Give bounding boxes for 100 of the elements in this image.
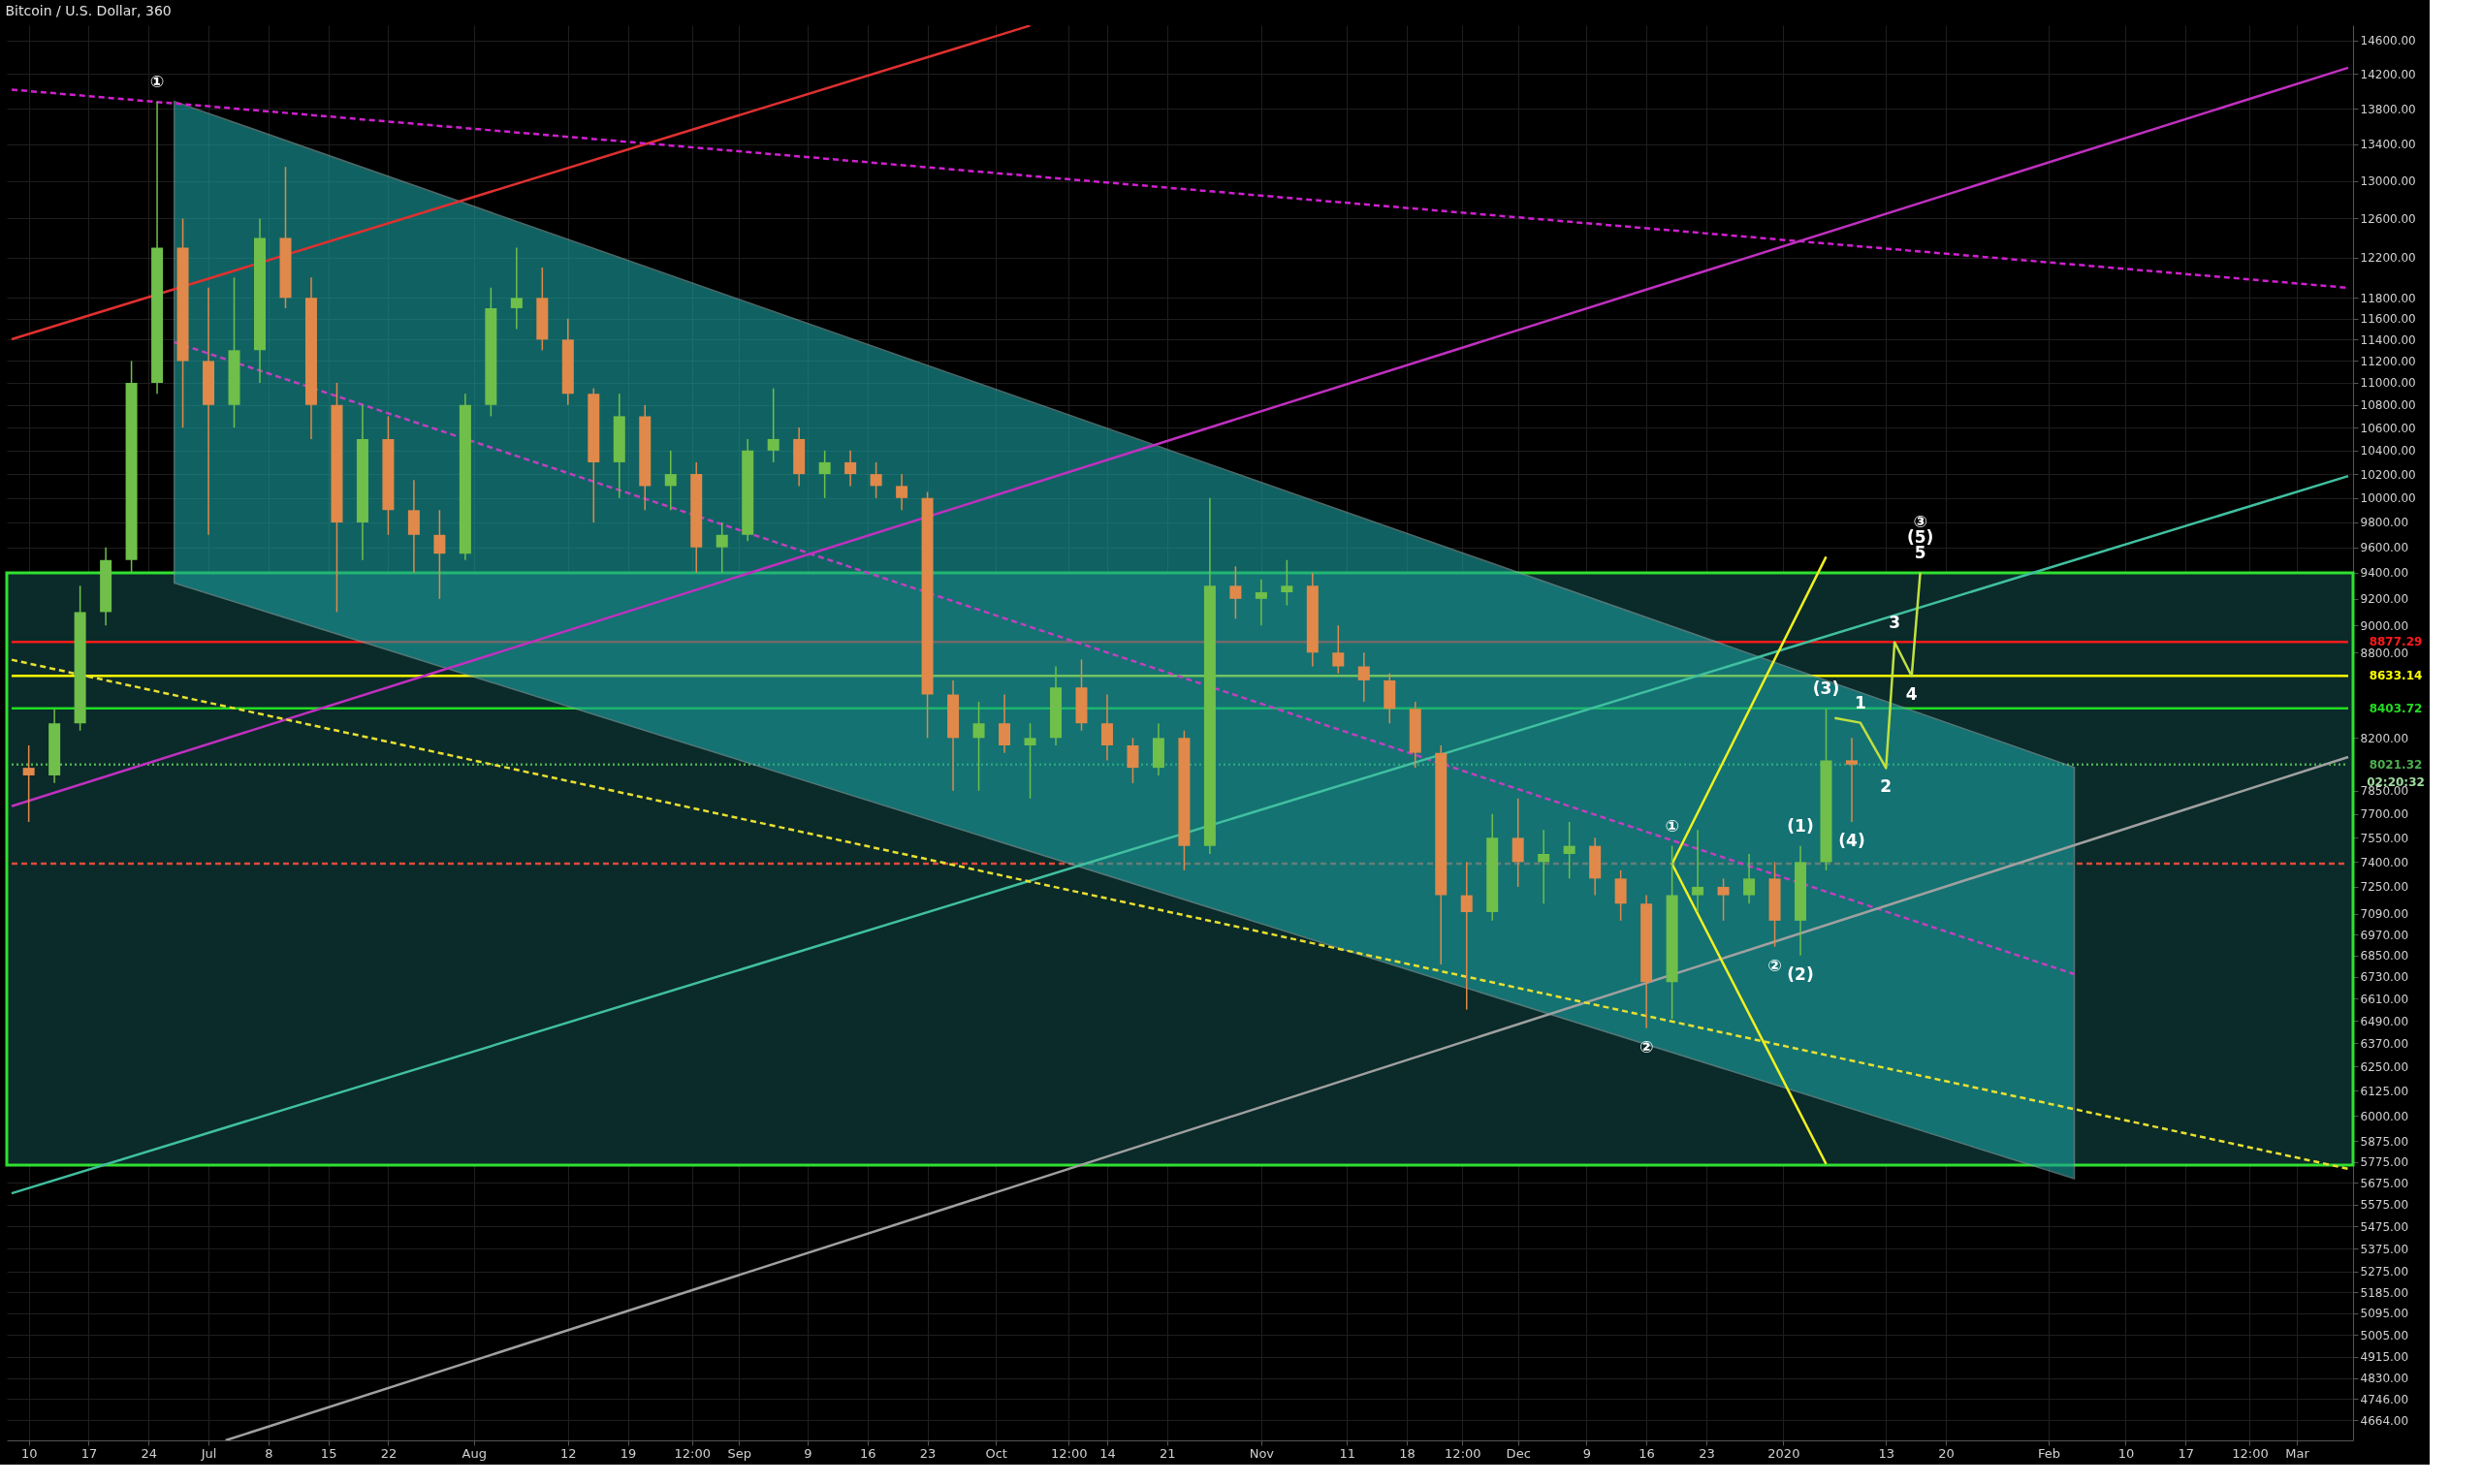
candlestick (972, 701, 985, 792)
x-tick-label: 16 (1639, 1445, 1655, 1461)
candlestick (1229, 565, 1242, 620)
x-tick-label: 17 (2178, 1445, 2195, 1461)
candlestick (1717, 877, 1730, 922)
x-tick-label: Jul (200, 1445, 217, 1461)
y-tick-label: 10000.00 (2360, 491, 2416, 506)
candlestick (664, 450, 677, 512)
candlestick (844, 450, 857, 488)
y-tick-label: 5375.00 (2360, 1242, 2409, 1256)
x-tick-label: 11 (1339, 1445, 1355, 1461)
y-tick-label: 9800.00 (2360, 516, 2409, 530)
candlestick (1281, 559, 1293, 607)
candlestick (1692, 829, 1704, 913)
y-tick-label: 14200.00 (2360, 67, 2416, 81)
y-tick-label: 5275.00 (2360, 1265, 2409, 1279)
y-tick-label: 6490.00 (2360, 1014, 2409, 1028)
y-tick-label: 5675.00 (2360, 1176, 2409, 1190)
y-tick-label: 4664.00 (2360, 1413, 2409, 1428)
candlestick (767, 387, 780, 463)
x-tick-label: 15 (320, 1445, 337, 1461)
y-tick-label: 8200.00 (2360, 731, 2409, 745)
x-tick-label: 12:00 (674, 1445, 712, 1461)
annotation: 1 (1854, 692, 1866, 712)
x-tick-label: 10 (2117, 1445, 2135, 1461)
y-tick-label: 6125.00 (2360, 1084, 2409, 1098)
candlestick (999, 693, 1011, 754)
annotation: 4 (1905, 684, 1918, 705)
x-tick-label: 8 (265, 1445, 273, 1461)
y-tick-label: 5475.00 (2360, 1219, 2409, 1234)
candlestick (1255, 578, 1267, 626)
annotation: ② (1767, 955, 1782, 975)
y-tick-label: 4915.00 (2360, 1350, 2409, 1365)
y-tick-label: 14600.00 (2360, 34, 2416, 48)
x-tick-label: 12:00 (1445, 1445, 1481, 1461)
y-tick-label: 5095.00 (2360, 1307, 2409, 1321)
y-tick-label: 10800.00 (2360, 398, 2416, 413)
x-tick-label: Sep (727, 1445, 752, 1461)
y-tick-label: 9400.00 (2360, 566, 2409, 581)
y-tick-label: 6610.00 (2360, 992, 2409, 1006)
ref-line-label: 8021.32 (2369, 757, 2423, 772)
x-tick-label: 9 (804, 1445, 812, 1461)
x-tick-label: 20 (1938, 1445, 1955, 1461)
annotation: (1) (1787, 815, 1814, 836)
x-tick-label: 16 (860, 1445, 876, 1461)
x-tick-label: 13 (1878, 1445, 1895, 1461)
x-tick-label: 9 (1582, 1445, 1591, 1461)
x-tick-label: 18 (1399, 1445, 1416, 1461)
y-tick-label: 7090.00 (2360, 907, 2409, 922)
y-tick-label: 6000.00 (2360, 1109, 2409, 1123)
y-tick-label: 5775.00 (2360, 1155, 2409, 1170)
y-tick-label: 10200.00 (2360, 467, 2416, 482)
y-tick-label: 10600.00 (2360, 421, 2416, 435)
candlestick (870, 461, 882, 499)
annotation: (4) (1838, 830, 1865, 850)
x-tick-label: Feb (2038, 1445, 2061, 1461)
candlestick (1743, 853, 1756, 905)
y-tick-label: 6850.00 (2360, 949, 2409, 963)
annotation: 2 (1880, 776, 1893, 797)
y-tick-label: 6250.00 (2360, 1059, 2409, 1074)
y-tick-label: 11400.00 (2360, 332, 2416, 347)
candlestick (1332, 624, 1345, 675)
x-tick-label: 14 (1099, 1445, 1116, 1461)
y-tick-label: 7400.00 (2360, 855, 2409, 869)
annotation: ① (149, 71, 165, 91)
chart-title: Bitcoin / U.S. Dollar, 360 (5, 3, 172, 19)
y-tick-label: 9200.00 (2360, 592, 2409, 607)
x-tick-label: 23 (1699, 1445, 1715, 1461)
y-tick-label: 11600.00 (2360, 312, 2416, 327)
y-tick-label: 4746.00 (2360, 1392, 2409, 1406)
x-tick-label: 19 (620, 1445, 637, 1461)
y-tick-label: 9600.00 (2360, 541, 2409, 555)
annotation: (3) (1812, 679, 1840, 699)
candlestick (1845, 737, 1858, 823)
x-tick-label: 12:00 (2232, 1445, 2269, 1461)
y-tick-label: 4830.00 (2360, 1372, 2409, 1386)
candlestick (1127, 737, 1139, 784)
candlestick (22, 744, 35, 823)
candlestick (1024, 722, 1036, 800)
y-tick-label: 9000.00 (2360, 618, 2409, 633)
x-tick-label: Mar (2285, 1445, 2310, 1461)
x-tick-label: 2020 (1767, 1445, 1800, 1461)
y-tick-label: 13800.00 (2360, 102, 2416, 116)
y-tick-label: 11800.00 (2360, 291, 2416, 305)
x-tick-label: 21 (1159, 1445, 1176, 1461)
y-tick-label: 6970.00 (2360, 928, 2409, 942)
candlestick (716, 521, 728, 574)
annotation: ② (1639, 1036, 1654, 1057)
y-tick-label: 5875.00 (2360, 1134, 2409, 1149)
x-tick-label: Aug (461, 1445, 487, 1461)
x-tick-label: 17 (80, 1445, 98, 1461)
candlestick (433, 509, 446, 600)
x-tick-label: 12:00 (1051, 1445, 1088, 1461)
y-tick-label: 11000.00 (2360, 376, 2416, 391)
candlestick (1357, 651, 1370, 703)
y-tick-label: 5185.00 (2360, 1285, 2409, 1300)
y-tick-label: 6370.00 (2360, 1036, 2409, 1051)
y-tick-label: 5005.00 (2360, 1328, 2409, 1342)
x-tick-label: 24 (141, 1445, 158, 1461)
candlestick (818, 450, 831, 499)
